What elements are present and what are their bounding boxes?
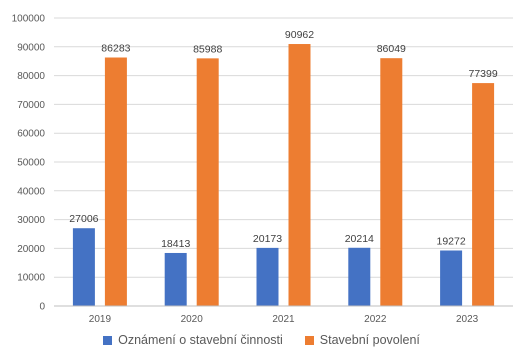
legend-item-series-2: Stavební povolení bbox=[304, 333, 420, 347]
y-tick-label: 90000 bbox=[17, 42, 45, 53]
x-tick-label: 2019 bbox=[89, 314, 112, 325]
y-tick-label: 0 bbox=[39, 302, 45, 313]
y-tick-label: 60000 bbox=[17, 129, 45, 140]
bar-series-1 bbox=[256, 247, 279, 306]
data-label: 19272 bbox=[436, 235, 465, 247]
data-label: 20173 bbox=[253, 233, 282, 245]
data-label: 27006 bbox=[69, 213, 98, 225]
x-tick-label: 2023 bbox=[456, 314, 479, 325]
bar-series-2 bbox=[104, 57, 127, 306]
legend-swatch-series-1 bbox=[103, 335, 113, 345]
bar-series-1 bbox=[164, 252, 187, 306]
x-tick-label: 2020 bbox=[181, 314, 204, 325]
x-tick-label: 2021 bbox=[272, 314, 295, 325]
bar-series-2 bbox=[380, 58, 403, 306]
data-label: 77399 bbox=[468, 68, 497, 80]
bar-chart-plot: 0 10000 20000 30000 40000 50000 60000 70000 8000… bbox=[12, 14, 513, 325]
legend-label-series-2: Stavební povolení bbox=[319, 333, 420, 347]
bar-series-1 bbox=[72, 228, 95, 306]
y-tick-label: 40000 bbox=[17, 186, 45, 197]
data-label: 18413 bbox=[161, 238, 190, 250]
data-label: 86283 bbox=[101, 43, 130, 55]
y-tick-label: 70000 bbox=[17, 100, 45, 111]
data-label: 90962 bbox=[285, 29, 314, 41]
legend-label-series-1: Oznámení o stavební činnosti bbox=[118, 333, 283, 347]
bar-series-1 bbox=[348, 247, 371, 306]
bar-series-2 bbox=[472, 83, 495, 306]
y-tick-label: 10000 bbox=[17, 273, 45, 284]
data-label: 86049 bbox=[377, 43, 406, 55]
x-tick-label: 2022 bbox=[364, 314, 387, 325]
data-label: 20214 bbox=[345, 233, 374, 245]
legend-item-series-1: Oznámení o stavební činnosti bbox=[103, 333, 283, 347]
y-tick-label: 30000 bbox=[17, 215, 45, 226]
legend-swatch-series-2 bbox=[304, 335, 314, 345]
bar-series-2 bbox=[196, 58, 219, 307]
y-tick-label: 20000 bbox=[17, 244, 45, 255]
y-tick-label: 100000 bbox=[12, 14, 46, 25]
data-label: 85988 bbox=[193, 43, 222, 55]
y-tick-label: 80000 bbox=[17, 71, 45, 82]
legend: Oznámení o stavební činnosti Stavební po… bbox=[0, 333, 523, 347]
bar-series-1 bbox=[440, 250, 463, 306]
y-tick-label: 50000 bbox=[17, 158, 45, 169]
bar-series-2 bbox=[288, 44, 311, 306]
